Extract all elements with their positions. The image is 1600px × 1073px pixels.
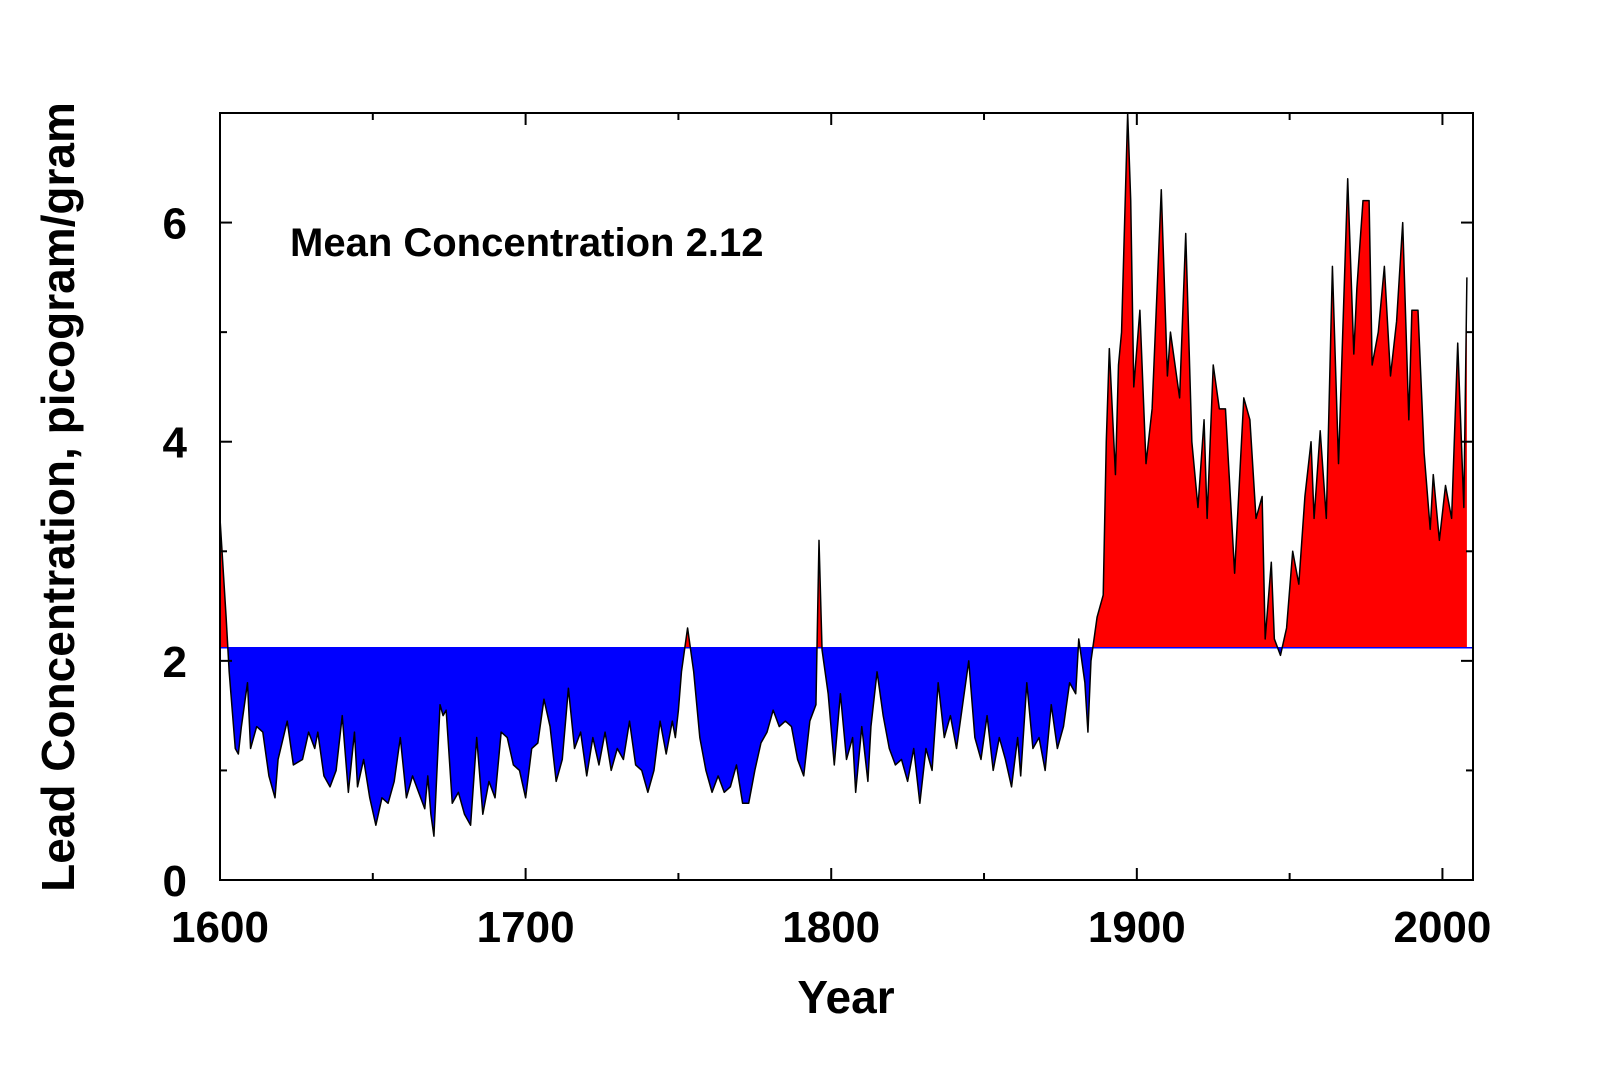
- y-tick-label: 6: [163, 200, 187, 249]
- x-tick-label: 1800: [782, 903, 880, 952]
- annotation: Mean Concentration 2.12: [290, 221, 763, 265]
- area-above-mean: [220, 113, 1467, 648]
- x-axis-title: Year: [797, 971, 894, 1023]
- y-tick-label: 2: [163, 638, 187, 687]
- y-axis-title: Lead Concentration, picogram/gram: [32, 102, 84, 892]
- x-tick-label: 1700: [477, 903, 575, 952]
- x-tick-label: 1600: [171, 903, 269, 952]
- data-line: [219, 112, 1468, 837]
- x-tick-label: 2000: [1393, 903, 1491, 952]
- plot-frame: [219, 112, 1474, 881]
- area-below-mean: [220, 647, 1467, 837]
- x-tick-label: 1900: [1088, 903, 1186, 952]
- y-tick-label: 4: [163, 419, 188, 468]
- y-tick-label: 0: [163, 857, 187, 906]
